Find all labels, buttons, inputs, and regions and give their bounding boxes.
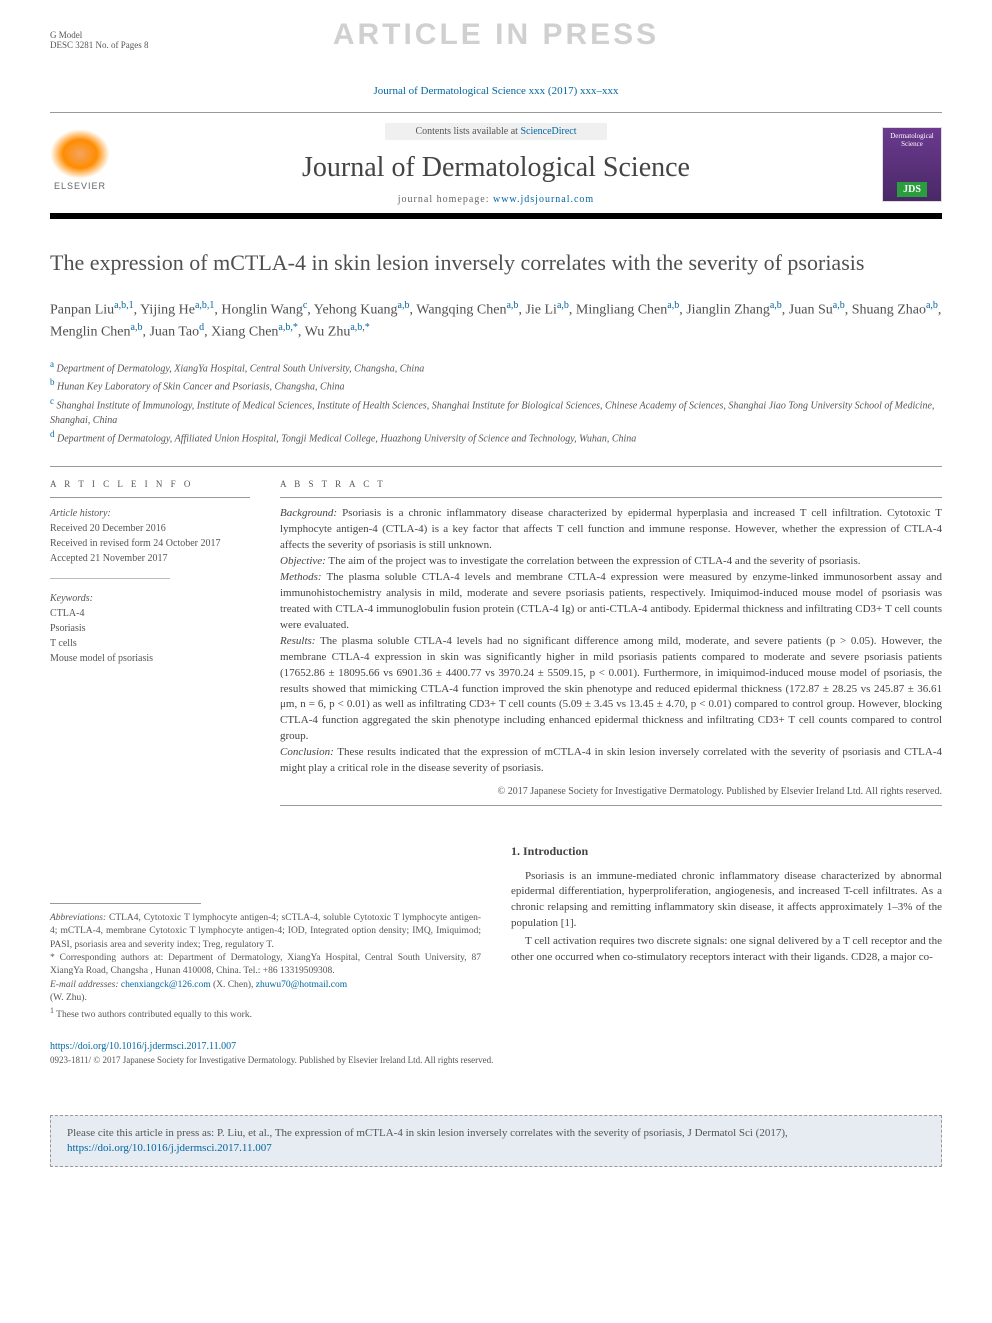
author: Yijing He xyxy=(140,302,195,317)
author-affiliation-sup: a,b xyxy=(770,300,782,311)
keyword: Psoriasis xyxy=(50,621,250,636)
elsevier-label: ELSEVIER xyxy=(50,181,110,191)
author-affiliation-sup: a,b xyxy=(131,322,143,333)
homepage-prefix: journal homepage: xyxy=(398,194,493,205)
author-affiliation-sup: a,b,* xyxy=(278,322,297,333)
author-affiliation-sup: a,b xyxy=(833,300,845,311)
abs-obj: The aim of the project was to investigat… xyxy=(328,555,860,567)
journal-cover-thumbnail[interactable]: Dermatological Science JDS xyxy=(882,127,942,202)
journal-reference: Journal of Dermatological Science xxx (2… xyxy=(50,85,942,97)
author: Wu Zhu xyxy=(305,325,351,340)
history-label: Article history: xyxy=(50,506,250,521)
author-affiliation-sup: a,b xyxy=(557,300,569,311)
author: Yehong Kuang xyxy=(314,302,398,317)
email-label: E-mail addresses: xyxy=(50,980,119,990)
email-link-1[interactable]: chenxiangck@126.com xyxy=(121,980,211,990)
author: Jie Li xyxy=(525,302,557,317)
received-date: Received 20 December 2016 xyxy=(50,521,250,536)
sciencedirect-link[interactable]: ScienceDirect xyxy=(520,126,576,137)
affiliation-line: c Shanghai Institute of Immunology, Inst… xyxy=(50,395,942,428)
elsevier-logo[interactable]: ELSEVIER xyxy=(50,129,110,199)
affiliation-line: d Department of Dermatology, Affiliated … xyxy=(50,428,942,446)
abbrev-label: Abbreviations: xyxy=(50,913,106,923)
abs-bg: Psoriasis is a chronic inflammatory dise… xyxy=(280,507,942,551)
cover-title: Dermatological Science xyxy=(887,132,937,148)
author-affiliation-sup: a,b,1 xyxy=(114,300,133,311)
contents-available: Contents lists available at ScienceDirec… xyxy=(385,123,606,140)
abs-meth-label: Methods: xyxy=(280,571,322,583)
article-title: The expression of mCTLA-4 in skin lesion… xyxy=(50,249,942,278)
divider-bar xyxy=(50,213,942,219)
cover-badge: JDS xyxy=(897,182,927,197)
journal-title: Journal of Dermatological Science xyxy=(125,152,867,184)
author-list: Panpan Liua,b,1, Yijing Hea,b,1, Honglin… xyxy=(50,298,942,343)
email-name-1: (X. Chen), xyxy=(213,980,253,990)
homepage-line: journal homepage: www.jdsjournal.com xyxy=(125,194,867,205)
affiliations: a Department of Dermatology, XiangYa Hos… xyxy=(50,358,942,446)
keywords-list: CTLA-4PsoriasisT cellsMouse model of pso… xyxy=(50,606,250,666)
issn-copyright: 0923-1811/ © 2017 Japanese Society for I… xyxy=(50,1055,942,1065)
keyword: Mouse model of psoriasis xyxy=(50,651,250,666)
author: Panpan Liu xyxy=(50,302,114,317)
watermark: ARTICLE IN PRESS xyxy=(333,18,659,52)
abs-bg-label: Background: xyxy=(280,507,337,519)
author: Mingliang Chen xyxy=(576,302,667,317)
doi-section: https://doi.org/10.1016/j.jdermsci.2017.… xyxy=(50,1041,942,1052)
equal-sup: 1 xyxy=(50,1006,54,1015)
author: Xiang Chen xyxy=(211,325,278,340)
affiliation-line: a Department of Dermatology, XiangYa Hos… xyxy=(50,358,942,376)
abs-res: The plasma soluble CTLA-4 levels had no … xyxy=(280,635,942,743)
author: Menglin Chen xyxy=(50,325,131,340)
doi-link[interactable]: https://doi.org/10.1016/j.jdermsci.2017.… xyxy=(50,1041,236,1052)
author: Shuang Zhao xyxy=(852,302,926,317)
cite-link[interactable]: https://doi.org/10.1016/j.jdermsci.2017.… xyxy=(67,1142,272,1154)
corr-star: * xyxy=(50,953,55,963)
email-link-2[interactable]: zhuwu70@hotmail.com xyxy=(256,980,347,990)
accepted-date: Accepted 21 November 2017 xyxy=(50,551,250,566)
equal-text: These two authors contributed equally to… xyxy=(56,1010,252,1020)
abstract-label: A B S T R A C T xyxy=(280,479,942,489)
abs-conc: These results indicated that the express… xyxy=(280,746,942,774)
abs-conc-label: Conclusion: xyxy=(280,746,334,758)
author: Juan Su xyxy=(789,302,833,317)
author-affiliation-sup: a,b xyxy=(926,300,938,311)
revised-date: Received in revised form 24 October 2017 xyxy=(50,536,250,551)
email-name-2: (W. Zhu). xyxy=(50,992,481,1005)
footnotes: Abbreviations: CTLA4, Cytotoxic T lympho… xyxy=(50,912,481,1023)
masthead: ELSEVIER Contents lists available at Sci… xyxy=(50,112,942,213)
intro-heading: 1. Introduction xyxy=(511,843,942,860)
author-affiliation-sup: d xyxy=(199,322,204,333)
author: Honglin Wang xyxy=(221,302,302,317)
abs-res-label: Results: xyxy=(280,635,315,647)
abs-meth: The plasma soluble CTLA-4 levels and mem… xyxy=(280,571,942,631)
author-affiliation-sup: a,b xyxy=(506,300,518,311)
contents-prefix: Contents lists available at xyxy=(415,126,520,137)
corr-text: Corresponding authors at: Department of … xyxy=(50,953,481,976)
abstract-copyright: © 2017 Japanese Society for Investigativ… xyxy=(280,785,942,799)
homepage-link[interactable]: www.jdsjournal.com xyxy=(493,194,594,205)
author-affiliation-sup: c xyxy=(303,300,307,311)
abbrev-text: CTLA4, Cytotoxic T lymphocyte antigen-4;… xyxy=(50,913,481,950)
abstract-text: Background: Psoriasis is a chronic infla… xyxy=(280,506,942,777)
author-affiliation-sup: a,b,* xyxy=(350,322,369,333)
author-affiliation-sup: a,b xyxy=(667,300,679,311)
keywords-label: Keywords: xyxy=(50,591,250,606)
intro-para-2: T cell activation requires two discrete … xyxy=(511,934,942,966)
author: Juan Tao xyxy=(149,325,199,340)
affiliation-line: b Hunan Key Laboratory of Skin Cancer an… xyxy=(50,376,942,394)
author: Wangqing Chen xyxy=(416,302,506,317)
abs-obj-label: Objective: xyxy=(280,555,326,567)
intro-para-1: Psoriasis is an immune-mediated chronic … xyxy=(511,869,942,933)
keyword: T cells xyxy=(50,636,250,651)
cite-prefix: Please cite this article in press as: P.… xyxy=(67,1127,788,1139)
article-info-label: A R T I C L E I N F O xyxy=(50,479,250,489)
author: Jianglin Zhang xyxy=(686,302,770,317)
author-affiliation-sup: a,b,1 xyxy=(195,300,214,311)
citation-box: Please cite this article in press as: P.… xyxy=(50,1115,942,1168)
author-affiliation-sup: a,b xyxy=(398,300,410,311)
keyword: CTLA-4 xyxy=(50,606,250,621)
